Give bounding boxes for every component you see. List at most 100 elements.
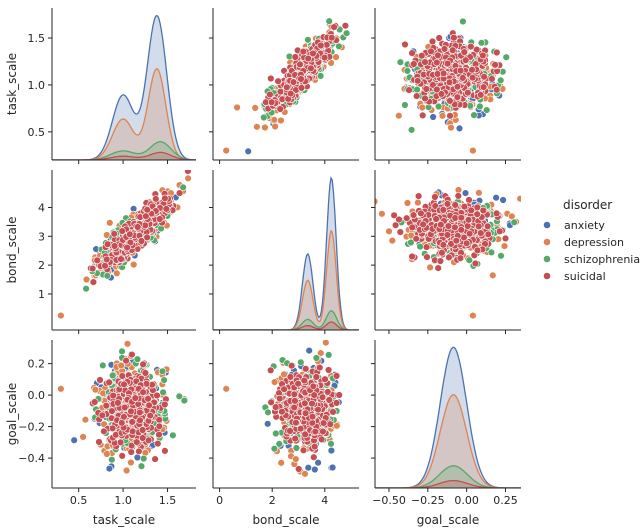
scatter-point: [253, 123, 261, 131]
scatter-point: [137, 462, 146, 470]
scatter-point: [479, 83, 488, 91]
scatter-point: [477, 91, 485, 99]
scatter-point: [341, 22, 350, 30]
scatter-point: [431, 202, 439, 210]
scatter-point: [473, 246, 482, 255]
scatter-point: [139, 388, 147, 396]
scatter-point: [297, 84, 306, 92]
scatter-point: [141, 369, 150, 377]
scatter-point: [409, 211, 418, 219]
scatter-point: [82, 275, 91, 284]
scatter-point: [477, 39, 486, 47]
scatter-point: [375, 197, 379, 206]
plot-area: [375, 186, 521, 320]
scatter-point: [445, 253, 453, 262]
scatter-point: [417, 209, 425, 218]
scatter-point: [325, 17, 333, 25]
scatter-point: [126, 230, 134, 239]
scatter-point: [443, 200, 452, 208]
scatter-point: [492, 194, 500, 202]
scatter-point: [117, 255, 125, 263]
scatter-point: [476, 102, 484, 111]
scatter-point: [118, 227, 126, 235]
panel-task_scale-vs-bond_scale: [209, 8, 359, 164]
y-tick-label: 4: [38, 201, 45, 214]
scatter-point: [422, 243, 431, 251]
scatter-point: [123, 243, 131, 252]
scatter-point: [451, 214, 459, 222]
kde-fill-depression: [213, 230, 359, 330]
scatter-point: [179, 183, 187, 192]
kde-fill-anxiety: [52, 15, 196, 160]
scatter-point: [407, 238, 415, 247]
scatter-point: [105, 464, 114, 473]
scatter-point: [434, 102, 443, 111]
y-tick-label: −0.2: [18, 421, 45, 434]
scatter-point: [143, 233, 151, 242]
scatter-point: [455, 124, 464, 133]
scatter-point: [421, 58, 429, 66]
scatter-point: [264, 408, 272, 416]
y-tick-label: 0.0: [28, 389, 46, 402]
scatter-point: [457, 214, 465, 222]
y-tick-label: 3: [38, 230, 45, 243]
plot-area: [213, 176, 359, 330]
scatter-point: [467, 42, 475, 51]
scatter-point: [260, 113, 268, 122]
scatter-point: [316, 72, 325, 80]
scatter-point: [118, 452, 126, 460]
scatter-point: [89, 278, 98, 286]
scatter-point: [465, 256, 473, 264]
scatter-point: [156, 215, 164, 223]
scatter-point: [330, 23, 338, 31]
scatter-point: [299, 47, 307, 56]
scatter-point: [470, 111, 478, 119]
scatter-point: [144, 395, 152, 403]
scatter-point: [127, 407, 135, 415]
scatter-point: [456, 254, 465, 262]
scatter-point: [475, 189, 483, 197]
scatter-point: [128, 427, 137, 436]
scatter-point: [101, 262, 109, 270]
scatter-point: [388, 236, 396, 245]
scatter-point: [105, 378, 113, 387]
scatter-point: [108, 424, 117, 432]
scatter-point: [276, 87, 285, 96]
panel-task_scale-vs-task_scale: 0.51.01.5: [28, 8, 196, 164]
scatter-point: [428, 37, 437, 46]
scatter-point: [169, 431, 177, 439]
scatter-point: [106, 219, 114, 227]
scatter-point: [268, 98, 276, 106]
scatter-point: [90, 398, 99, 406]
panel-bond_scale-vs-bond_scale: [209, 170, 359, 334]
scatter-point: [401, 40, 409, 49]
scatter-point: [403, 199, 412, 207]
scatter-point: [304, 54, 312, 63]
scatter-point: [88, 264, 97, 273]
scatter-point: [419, 220, 427, 229]
scatter-point: [438, 112, 447, 120]
scatter-outlier: [222, 146, 230, 155]
scatter-outlier: [57, 311, 65, 320]
scatter-series-suicidal: [390, 192, 510, 272]
scatter-point: [446, 97, 454, 105]
scatter-point: [96, 376, 104, 384]
scatter-point: [317, 41, 325, 50]
scatter-point: [450, 33, 458, 42]
scatter-point: [429, 113, 437, 121]
scatter-point: [138, 426, 147, 434]
scatter-point: [305, 346, 313, 355]
scatter-point: [140, 454, 148, 463]
scatter-point: [145, 401, 153, 409]
scatter-point: [438, 249, 446, 257]
kde-fill-anxiety: [213, 178, 359, 330]
scatter-point: [461, 189, 470, 197]
scatter-point: [175, 189, 184, 197]
scatter-point: [127, 448, 135, 456]
scatter-point: [121, 403, 129, 412]
scatter-point: [261, 123, 269, 132]
scatter-point: [128, 350, 136, 359]
scatter-point: [477, 229, 485, 237]
scatter-point: [446, 112, 454, 120]
scatter-point: [501, 234, 510, 243]
